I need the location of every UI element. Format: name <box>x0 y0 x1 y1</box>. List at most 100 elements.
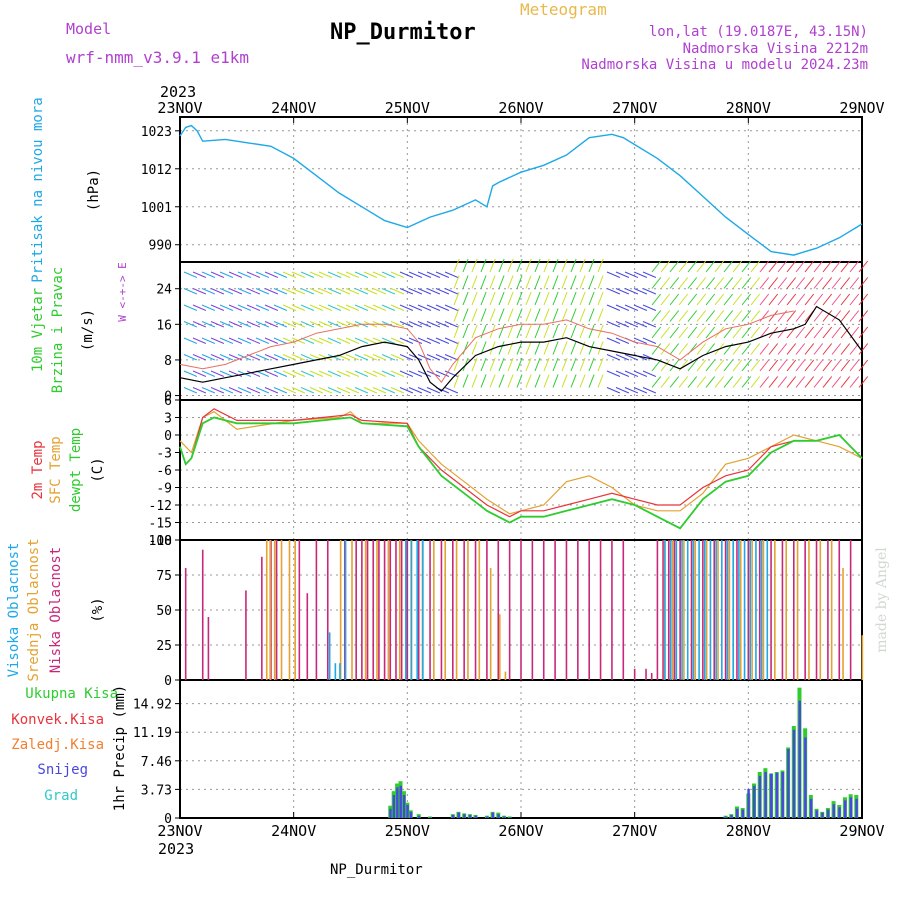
wind-barb <box>750 293 761 306</box>
wind-barb <box>813 359 824 372</box>
wind-barb <box>354 271 369 278</box>
wind-barb <box>597 308 604 322</box>
wind-barb <box>444 288 459 295</box>
wind-barb <box>858 277 869 289</box>
wind-barb <box>597 275 604 289</box>
wind-barb <box>732 293 743 306</box>
wind-barb <box>408 321 423 328</box>
wind-barb <box>210 337 225 344</box>
wind-barb <box>588 357 595 372</box>
y-tick-label: 14.92 <box>133 698 172 713</box>
snow-precip-bar <box>843 800 847 818</box>
wind-unit-label: (m/s) <box>80 309 96 351</box>
wind-barb <box>192 304 207 311</box>
wind-barb <box>777 359 788 372</box>
wind-barb <box>381 337 396 344</box>
wind-barb <box>417 337 432 344</box>
wind-barb <box>264 288 279 295</box>
wind-barb <box>840 260 851 273</box>
wind-barb <box>795 359 806 372</box>
wind-barb <box>840 359 851 372</box>
snow-precip-bar <box>809 798 813 818</box>
wind-barb <box>183 304 198 311</box>
wind-barb <box>696 359 707 372</box>
wind-barb <box>651 343 662 355</box>
wind-barb <box>831 293 842 306</box>
wind-barb <box>723 376 734 388</box>
wind-barb <box>561 308 568 322</box>
wind-barb <box>498 308 505 322</box>
wind-barb <box>327 387 342 394</box>
wind-barb <box>435 304 450 311</box>
wind-barb <box>813 293 824 306</box>
wind-barb <box>282 387 297 394</box>
wind-barb <box>246 271 261 278</box>
snow-precip-bar <box>735 808 739 818</box>
wind-barb <box>480 291 487 306</box>
wind-barb <box>210 321 225 328</box>
wind-barb <box>336 304 351 311</box>
wind-barb <box>525 341 532 355</box>
wind-barb <box>561 275 568 289</box>
wind-barb <box>849 359 860 372</box>
wind-barb <box>651 376 662 388</box>
x-tick-label-bottom: 23NOV <box>157 822 202 840</box>
wind-barb <box>570 291 577 306</box>
wind-barb <box>687 310 698 322</box>
wind-barb <box>642 337 657 344</box>
wind-barb <box>669 359 680 372</box>
wind-barb <box>309 337 324 344</box>
wind-barb <box>750 260 761 273</box>
wind-barb <box>426 354 441 361</box>
snow-precip-bar <box>838 807 841 818</box>
wind-barb <box>228 271 243 278</box>
y-tick-label: 1001 <box>141 201 172 216</box>
wind-barb <box>858 260 869 273</box>
wind-barb <box>822 293 833 306</box>
wind-barb <box>453 275 460 289</box>
cloud-ylabel: Srednja Oblacnost <box>26 538 42 681</box>
wind-barb <box>606 387 621 394</box>
wind-barb <box>543 341 550 355</box>
wind-compass-label: W <-+-> E <box>116 262 129 322</box>
x-tick-label-bottom: 24NOV <box>271 822 316 840</box>
wind-barb <box>786 343 797 355</box>
wind-barb <box>192 337 207 344</box>
wind-barb <box>471 308 478 322</box>
wind-barb <box>399 370 414 377</box>
y-tick-label: 100 <box>149 534 172 549</box>
wind-barb <box>435 354 450 361</box>
wind-barb <box>408 288 423 295</box>
wind-barb <box>480 374 487 388</box>
wind-barb <box>570 308 577 322</box>
wind-barb <box>822 343 833 355</box>
wind-barb <box>669 376 680 388</box>
wind-barb <box>201 337 216 344</box>
wind-barb <box>291 304 306 311</box>
wind-barb <box>633 370 648 377</box>
wind-barb <box>831 359 842 372</box>
y-tick-label: 0 <box>164 812 172 827</box>
wind-barb <box>471 258 478 273</box>
wind-barb <box>453 324 460 339</box>
wind-barb <box>525 258 532 273</box>
wind-barb <box>453 374 460 388</box>
wind-barb <box>840 277 851 289</box>
wind-barb <box>570 258 577 273</box>
wind-barb <box>354 304 369 311</box>
wind-barb <box>210 288 225 295</box>
wind-barb <box>462 291 469 306</box>
wind-barb <box>354 288 369 295</box>
wind-barb <box>669 277 680 289</box>
snow-precip-bar <box>396 787 399 818</box>
x-tick-label-top: 25NOV <box>385 99 430 117</box>
wind-barb <box>426 337 441 344</box>
wind-barb <box>489 357 496 372</box>
wind-barb <box>363 370 378 377</box>
precip-legend-entry: Snijeg <box>37 762 88 778</box>
wind-barb <box>291 288 306 295</box>
wind-barb <box>318 354 333 361</box>
snow-precip-bar <box>804 737 807 818</box>
model-name: wrf-nmm_v3.9.1 e1km <box>66 48 250 67</box>
wind-barb <box>588 275 595 289</box>
